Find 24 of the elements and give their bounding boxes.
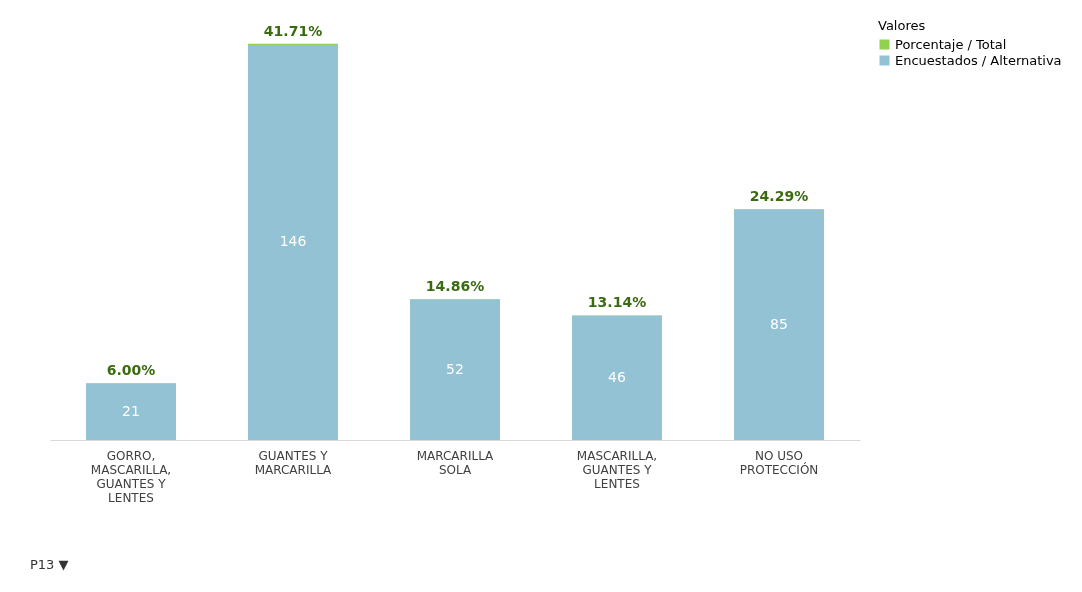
data-label: 85 xyxy=(770,315,788,332)
x-tick-label: MASCARILLA, GUANTES Y LENTES xyxy=(576,448,658,491)
bar xyxy=(572,315,662,440)
legend-label: Encuestados / Alternativa xyxy=(895,52,1062,68)
data-label: 146 xyxy=(279,233,307,250)
x-tick-label: GORRO, MASCARILLA, GUANTES Y LENTES xyxy=(90,448,172,505)
bar xyxy=(248,44,338,440)
data-label: 24.29% xyxy=(749,188,809,205)
text: P13 ▼ xyxy=(30,557,69,572)
data-label: 46 xyxy=(608,368,626,385)
bar xyxy=(734,209,824,440)
x-tick-label: GUANTES Y MARCARILLA xyxy=(254,448,333,477)
bar xyxy=(410,299,500,440)
data-label: 14.86% xyxy=(425,277,485,294)
data-label: 13.14% xyxy=(587,294,647,311)
x-tick-label: NO USO PROTECCIÓN xyxy=(739,448,819,477)
data-label: 6.00% xyxy=(106,362,156,379)
legend-label: Porcentaje / Total xyxy=(895,36,1007,52)
data-label: 21 xyxy=(122,402,140,419)
data-label: 41.71% xyxy=(263,22,323,39)
legend-title: Valores xyxy=(878,18,926,33)
bar xyxy=(86,383,176,440)
data-label: 52 xyxy=(446,360,464,377)
x-tick-label: MARCARILLA SOLA xyxy=(416,448,495,477)
